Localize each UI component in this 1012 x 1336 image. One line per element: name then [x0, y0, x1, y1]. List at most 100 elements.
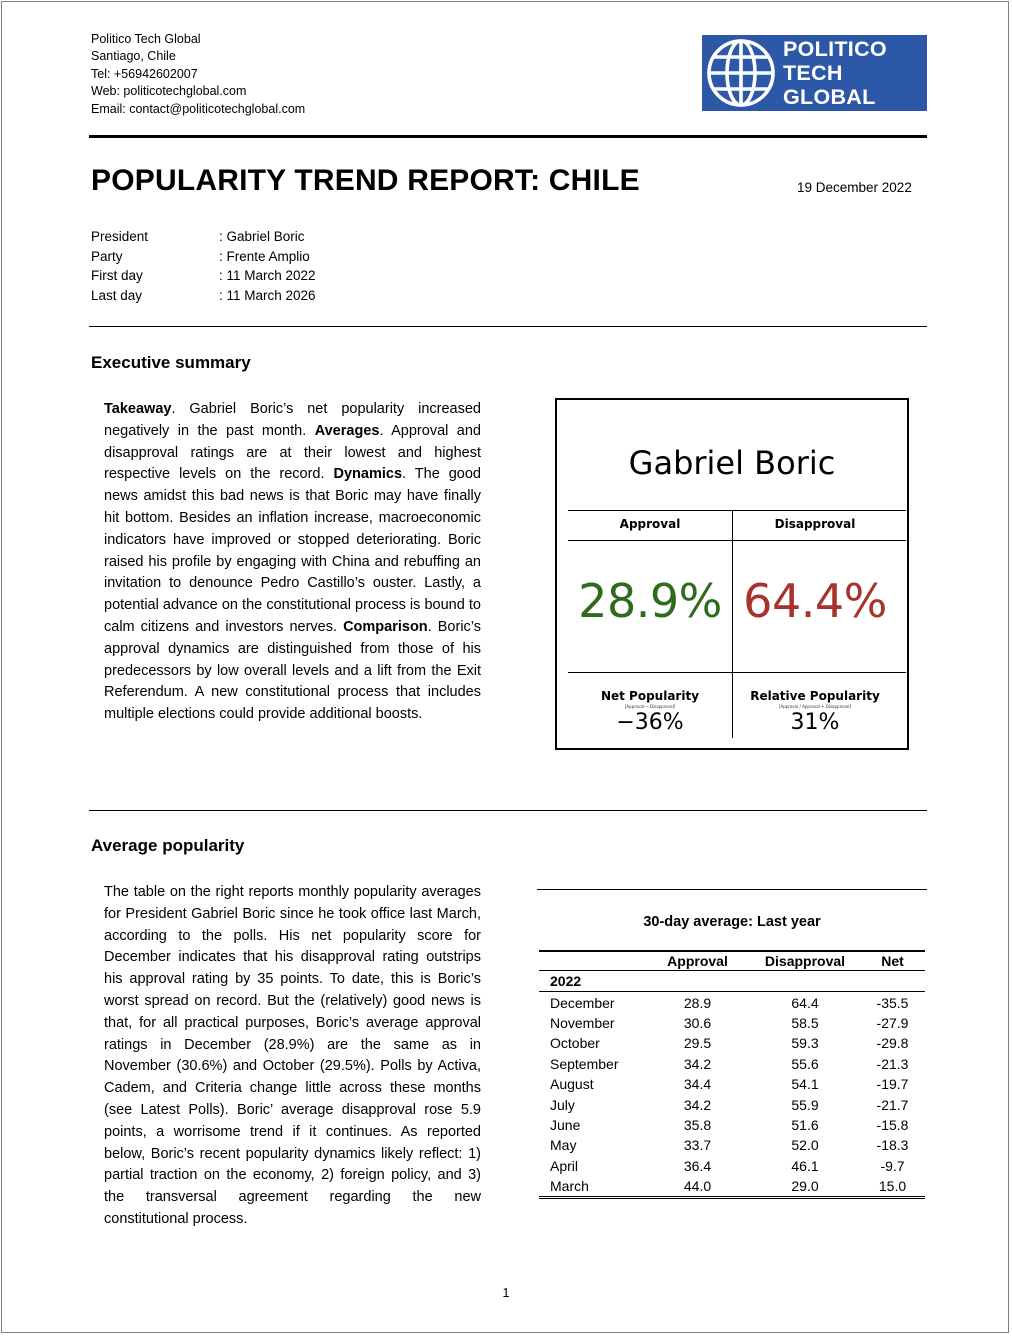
table-header-cell: Approval	[667, 953, 728, 969]
table-cell: -21.7	[876, 1096, 909, 1113]
table-group-label: 2022	[550, 973, 582, 990]
summary-text: . Approval and disapproval ratings are a…	[104, 422, 481, 483]
table-cell: October	[550, 1035, 600, 1052]
table-cell: August	[550, 1076, 594, 1093]
table-cell: April	[550, 1157, 579, 1174]
table-cell: 33.7	[683, 1137, 712, 1154]
meta-row: Party: Frente Amplio	[91, 247, 316, 267]
table-cell: 34.2	[683, 1055, 712, 1072]
org-name: Politico Tech Global	[91, 32, 201, 46]
section-divider	[89, 810, 927, 811]
table-cell: 29.5	[683, 1035, 712, 1052]
summary-keyword: Takeaway	[104, 401, 172, 417]
meta-value: : 11 March 2026	[219, 287, 316, 303]
table-row: December 28.9 64.4 -35.5	[539, 992, 925, 1013]
table-header-row: Approval Disapproval Net	[539, 952, 925, 971]
meta-value: : Gabriel Boric	[219, 229, 305, 244]
relative-popularity-formula: [Approval / Approval + Disapproval]	[778, 704, 852, 709]
table-header-cell: Net	[881, 953, 904, 969]
popularity-card: Gabriel Boric Approval Disapproval 28.9%…	[555, 398, 909, 750]
table-cell: December	[550, 994, 615, 1011]
table-cell: May	[550, 1137, 577, 1154]
disapproval-label: Disapproval	[774, 517, 856, 531]
section-divider	[89, 326, 927, 327]
net-popularity-value: −36%	[616, 710, 684, 735]
globe-icon	[707, 39, 775, 107]
company-logo: POLITICO TECH GLOBAL	[702, 35, 927, 111]
meta-label: Party	[91, 248, 123, 264]
table-row: August 34.4 54.1 -19.7	[539, 1074, 925, 1094]
table-cell: -35.5	[876, 994, 909, 1011]
relative-popularity-label: Relative Popularity	[750, 689, 880, 703]
average-table: Approval Disapproval Net 2022 December 28…	[539, 952, 925, 1199]
meta-row: Last day: 11 March 2026	[91, 286, 316, 306]
table-row: November 30.6 58.5 -27.9	[539, 1013, 925, 1033]
table-cell: 44.0	[683, 1178, 712, 1195]
table-cell: 58.5	[791, 1014, 819, 1031]
table-header-rule	[539, 950, 925, 952]
approval-value: 28.9%	[578, 574, 722, 628]
org-web: Web: politicotechglobal.com	[91, 84, 247, 99]
table-cell: March	[550, 1178, 589, 1195]
report-date: 19 December 2022	[797, 180, 912, 195]
card-divider	[568, 672, 906, 673]
average-popularity-text: The table on the right reports monthly p…	[104, 884, 481, 1227]
table-cell: 64.4	[791, 994, 819, 1011]
card-president-name: Gabriel Boric	[628, 444, 836, 482]
average-popularity-heading: Average popularity	[91, 836, 245, 855]
approval-label: Approval	[619, 517, 681, 531]
table-cell: -21.3	[876, 1055, 909, 1072]
net-popularity-label: Net Popularity	[600, 689, 700, 703]
table-cell: 51.6	[791, 1116, 819, 1133]
president-meta: President : Gabriel Boric Party: Frente A…	[91, 227, 316, 305]
org-email: Email: contact@politicotechglobal.com	[91, 101, 306, 116]
logo-line-3: GLOBAL	[783, 85, 876, 109]
table-cell: 35.8	[683, 1116, 712, 1133]
table-cell: 28.9	[683, 994, 712, 1011]
meta-label: First day	[91, 268, 143, 283]
table-row: October 29.5 59.3 -29.8	[539, 1033, 925, 1053]
org-phone: Tel: +56942602007	[91, 66, 198, 81]
table-cell: June	[550, 1116, 581, 1133]
table-header-cell: Disapproval	[764, 953, 846, 969]
table-cell: September	[550, 1055, 619, 1072]
table-row: September 34.2 55.6 -21.3	[539, 1054, 925, 1074]
logo-wordmark: POLITICO TECH GLOBAL	[783, 37, 887, 109]
table-cell: -29.8	[876, 1035, 909, 1052]
table-cell: 36.4	[683, 1157, 712, 1174]
table-title: 30-day average: Last year	[643, 914, 821, 930]
table-cell: -15.8	[876, 1116, 909, 1133]
header-rule	[89, 135, 927, 138]
table-row: July 34.2 55.9 -21.7	[539, 1094, 925, 1114]
contact-block: Politico Tech Global Santiago, Chile Tel…	[91, 31, 305, 118]
table-cell: 55.6	[791, 1055, 819, 1072]
meta-label: President	[91, 229, 149, 244]
summary-keyword: Dynamics	[333, 466, 403, 483]
table-cell: -18.3	[876, 1137, 909, 1154]
table-cell: 59.3	[791, 1035, 819, 1052]
table-cell: -27.9	[876, 1014, 909, 1031]
table-cell: July	[550, 1096, 575, 1113]
meta-row: President : Gabriel Boric	[91, 227, 316, 247]
table-row: March 44.0 29.0 15.0	[539, 1176, 925, 1198]
table-cell: 54.1	[791, 1076, 819, 1093]
executive-summary-heading: Executive summary	[91, 353, 251, 372]
table-cell: 30.6	[683, 1014, 712, 1031]
summary-text: . Gabriel Boric’s net popularity increas…	[104, 401, 481, 439]
card-divider	[732, 510, 733, 738]
card-divider	[568, 510, 906, 511]
executive-summary-text: Takeaway. Gabriel Boric’s net popularity…	[104, 399, 481, 726]
disapproval-value: 64.4%	[743, 574, 887, 628]
page-number: 1	[502, 1286, 510, 1300]
table-cell: November	[550, 1014, 615, 1031]
report-title: POPULARITY TREND REPORT: CHILE	[91, 164, 640, 197]
summary-text: . The good news amidst this bad news is …	[104, 466, 481, 635]
table-cell: 29.0	[791, 1178, 819, 1195]
net-popularity-formula: [Approval − Disapproval]	[624, 704, 676, 709]
table-cell: 34.2	[683, 1096, 712, 1113]
table-group-row: 2022	[539, 971, 925, 992]
table-row: April 36.4 46.1 -9.7	[539, 1156, 925, 1176]
table-cell: 52.0	[791, 1137, 819, 1154]
table-cell: -9.7	[880, 1157, 905, 1174]
